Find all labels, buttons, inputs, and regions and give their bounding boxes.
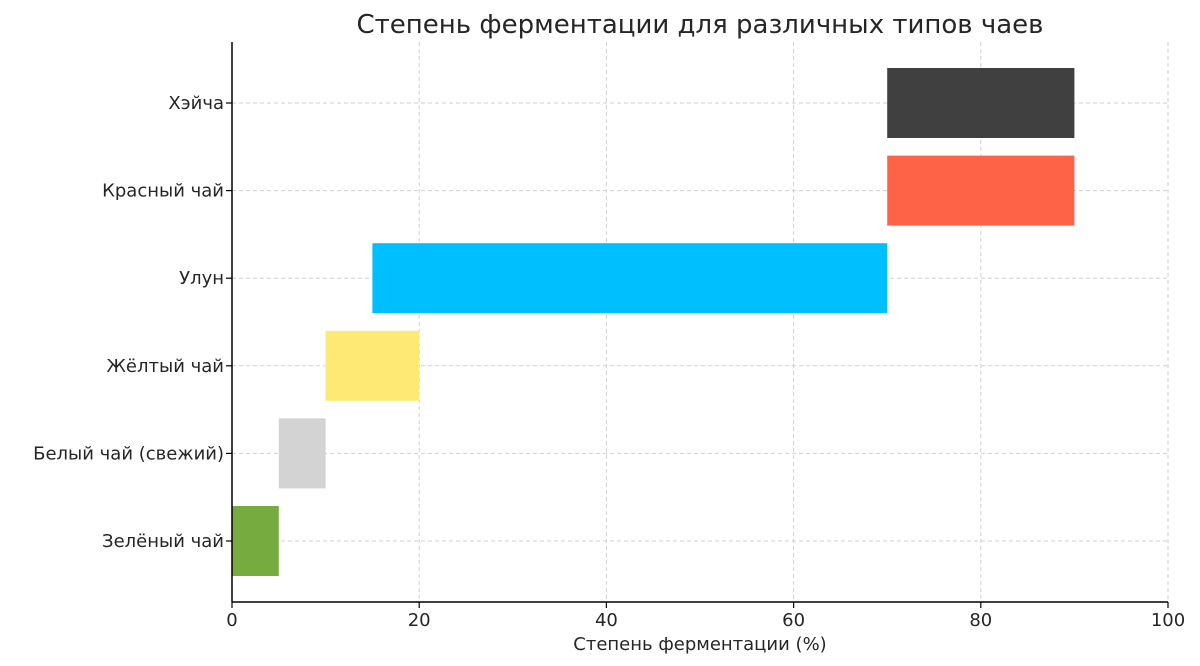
x-tick-label: 40 (595, 610, 618, 631)
bar (372, 243, 888, 314)
y-tick-label: Зелёный чай (102, 531, 224, 552)
y-axis-ticks: Зелёный чай Белый чай (свежий) Жёлтый чай У… (33, 93, 232, 552)
x-tick-label: 20 (408, 610, 431, 631)
x-tick-label: 0 (226, 610, 237, 631)
bar (232, 506, 279, 576)
y-tick-label: Белый чай (свежий) (33, 443, 224, 464)
x-tick-label: 100 (1151, 610, 1185, 631)
bar (887, 68, 1075, 138)
y-tick-label: Красный чай (102, 181, 224, 202)
x-tick-label: 60 (782, 610, 805, 631)
bar (887, 155, 1075, 226)
x-tick-label: 80 (969, 610, 992, 631)
axes (231, 42, 1168, 603)
y-tick-label: Жёлтый чай (107, 356, 224, 377)
bar (278, 418, 326, 489)
y-tick-label: Хэйча (168, 93, 224, 114)
bar-series (232, 68, 1075, 576)
x-axis-label: Степень ферментации (%) (573, 634, 826, 655)
y-tick-label: Улун (179, 268, 224, 289)
chart-title: Степень ферментации для различных типов … (356, 10, 1043, 40)
bar (325, 330, 420, 401)
x-axis-ticks: 0 20 40 60 80 100 (226, 602, 1185, 631)
